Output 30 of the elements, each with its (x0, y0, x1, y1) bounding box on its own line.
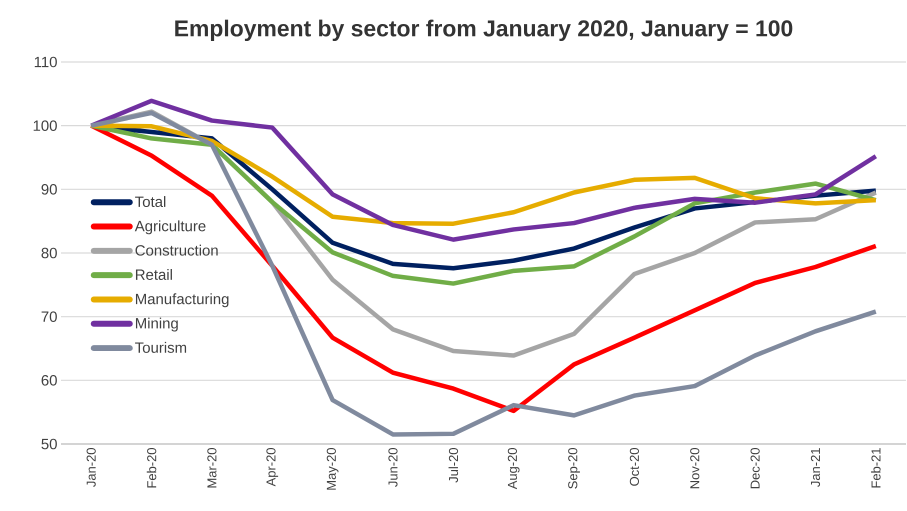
y-tick-label: 70 (42, 311, 57, 322)
legend-label: Agriculture (134, 220, 206, 234)
x-tick-label: Sep-20 (568, 448, 580, 489)
legend-label: Retail (136, 268, 172, 280)
y-tick-label: 80 (42, 248, 57, 258)
y-tick-label: 90 (42, 184, 57, 195)
chart-title: Employment by sector from January 2020, January = 100 (175, 20, 792, 42)
y-tick-label: 100 (34, 120, 57, 131)
x-tick-label: Oct-20 (630, 448, 639, 486)
line-series (88, 98, 878, 242)
x-tick-label: Jul-20 (448, 448, 458, 483)
x-tick-label: Apr-20 (266, 448, 278, 486)
legend-label: Total (135, 196, 166, 208)
x-tick-label: May-20 (326, 448, 338, 490)
x-tick-label: Jan-20 (86, 448, 96, 487)
x-tick-label: Jun-20 (388, 448, 398, 487)
x-tick-label: Aug-20 (508, 448, 520, 490)
x-tick-label: Dec-20 (750, 448, 760, 488)
x-tick-label: Feb-21 (871, 448, 881, 488)
x-tick-label: Jan-21 (810, 448, 820, 487)
x-tick-label: Nov-20 (690, 448, 700, 488)
y-tick-label: 60 (42, 375, 57, 386)
x-tick-label: Feb-20 (146, 448, 156, 488)
legend-label: Construction (136, 244, 218, 256)
legend-label: Mining (136, 318, 178, 332)
x-tick-label: Mar-20 (207, 448, 216, 488)
legend-label: Manufacturing (136, 293, 228, 308)
y-tick-label: 50 (41, 438, 57, 450)
legend-label: Tourism (135, 342, 186, 353)
y-tick-label: 110 (34, 56, 57, 68)
